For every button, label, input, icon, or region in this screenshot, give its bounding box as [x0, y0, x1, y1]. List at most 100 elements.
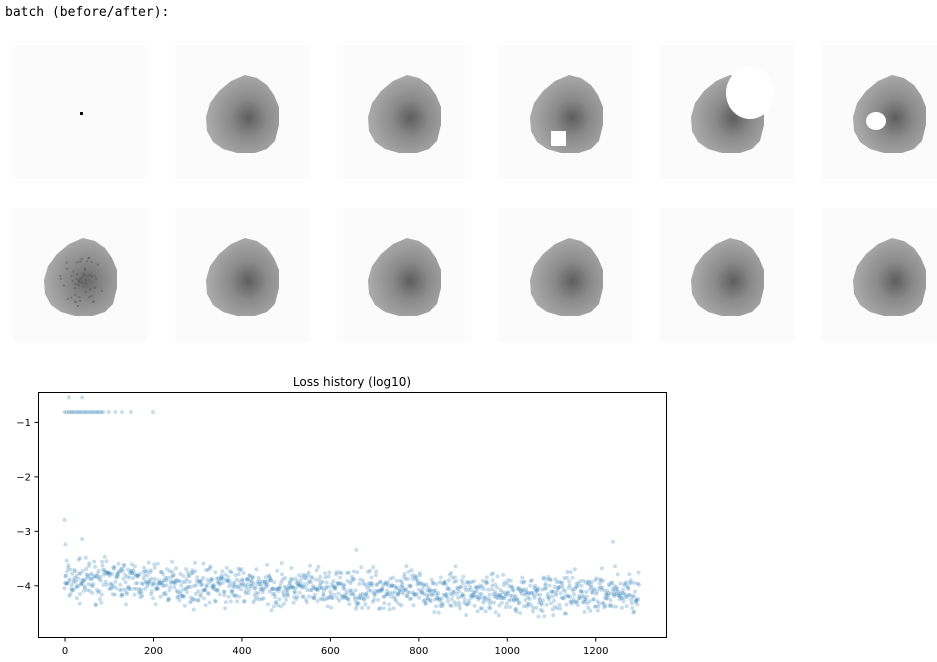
x-tick-label: 1200	[583, 646, 608, 657]
loss-point	[182, 574, 186, 578]
loss-point	[201, 561, 205, 565]
loss-point	[520, 576, 524, 580]
loss-point-outlier	[80, 537, 84, 541]
x-tick-label: 0	[62, 646, 68, 657]
loss-point	[280, 573, 284, 577]
loss-point	[98, 589, 102, 593]
loss-point	[517, 600, 521, 604]
loss-point	[454, 579, 458, 583]
loss-point	[563, 589, 567, 593]
loss-point	[321, 580, 325, 584]
loss-point	[189, 585, 193, 589]
loss-point	[242, 571, 246, 575]
loss-point	[447, 588, 451, 592]
loss-point	[188, 580, 192, 584]
y-tick-label: −1	[16, 418, 31, 429]
loss-point	[347, 598, 351, 602]
thumbnail-blob	[499, 208, 633, 342]
loss-point	[110, 572, 114, 576]
loss-point	[632, 594, 636, 598]
loss-point	[289, 566, 293, 570]
loss-point	[436, 591, 440, 595]
loss-point	[625, 604, 629, 608]
loss-point	[417, 596, 421, 600]
loss-point	[405, 594, 409, 598]
loss-point	[479, 596, 483, 600]
loss-point	[239, 587, 243, 591]
loss-point	[366, 595, 370, 599]
loss-point-high	[113, 410, 117, 414]
loss-point-high	[151, 410, 155, 414]
loss-point	[376, 598, 380, 602]
loss-point	[636, 597, 640, 601]
loss-point	[153, 566, 157, 570]
loss-point	[164, 593, 168, 597]
thumbnail-blob	[337, 45, 471, 179]
loss-point	[504, 605, 508, 609]
loss-point	[368, 569, 372, 573]
loss-point	[152, 562, 156, 566]
loss-point	[370, 576, 374, 580]
loss-point	[637, 583, 641, 587]
loss-point	[450, 604, 454, 608]
loss-point	[616, 572, 620, 576]
loss-point	[611, 604, 615, 608]
loss-point	[315, 568, 319, 572]
loss-point	[491, 578, 495, 582]
loss-point	[633, 590, 637, 594]
loss-point	[221, 581, 225, 585]
loss-point	[523, 580, 527, 584]
loss-point	[459, 585, 463, 589]
loss-point	[78, 602, 82, 606]
loss-point	[327, 571, 331, 575]
chart-title: Loss history (log10)	[293, 375, 411, 389]
loss-point	[145, 569, 149, 573]
loss-point	[567, 579, 571, 583]
loss-point	[432, 610, 436, 614]
thumbnail-blob-hole	[822, 45, 937, 179]
loss-point	[488, 606, 492, 610]
loss-point	[133, 564, 137, 568]
loss-point	[69, 592, 73, 596]
loss-point	[153, 577, 157, 581]
loss-point	[327, 585, 331, 589]
loss-point	[388, 607, 392, 611]
loss-point	[243, 599, 247, 603]
loss-point	[313, 593, 317, 597]
loss-point	[339, 571, 343, 575]
loss-point	[557, 603, 561, 607]
loss-point	[507, 590, 511, 594]
loss-point	[142, 566, 146, 570]
loss-point	[172, 573, 176, 577]
loss-point	[237, 572, 241, 576]
loss-point	[374, 573, 378, 577]
loss-point	[511, 589, 515, 593]
loss-point	[193, 569, 197, 573]
loss-point	[136, 581, 140, 585]
loss-point	[449, 571, 453, 575]
loss-point	[359, 565, 363, 569]
loss-point	[630, 601, 634, 605]
loss-point	[485, 581, 489, 585]
loss-point	[462, 594, 466, 598]
loss-point	[446, 599, 450, 603]
loss-point	[98, 597, 102, 601]
loss-point	[309, 580, 313, 584]
loss-point	[283, 576, 287, 580]
loss-point	[492, 601, 496, 605]
loss-point-outlier	[80, 395, 84, 399]
loss-point	[409, 597, 413, 601]
loss-point	[91, 582, 95, 586]
loss-point	[197, 599, 201, 603]
loss-point	[542, 614, 546, 618]
loss-point	[358, 582, 362, 586]
thumbnail-blob	[660, 208, 794, 342]
loss-point	[538, 593, 542, 597]
loss-point	[178, 598, 182, 602]
loss-point-high	[107, 410, 111, 414]
x-tick-label: 800	[409, 646, 428, 657]
loss-point	[76, 585, 80, 589]
loss-point	[518, 611, 522, 615]
loss-point	[347, 602, 351, 606]
loss-point	[635, 603, 639, 607]
